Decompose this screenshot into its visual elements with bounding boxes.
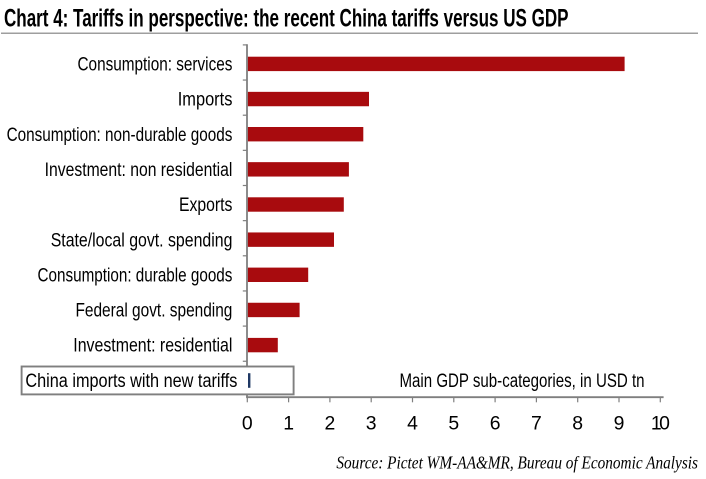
svg-text:Consumption: durable goods: Consumption: durable goods (38, 264, 233, 286)
svg-text:Investment: non residential: Investment: non residential (45, 158, 233, 180)
svg-text:Investment: residential: Investment: residential (73, 334, 232, 356)
svg-text:1: 1 (651, 413, 662, 435)
svg-text:0: 0 (242, 413, 253, 435)
svg-text:Main GDP sub-categories, in US: Main GDP sub-categories, in USD tn (400, 369, 645, 391)
svg-text:Chart 4: Tariffs in perspectiv: Chart 4: Tariffs in perspective: the rec… (4, 4, 569, 32)
svg-text:2: 2 (325, 413, 336, 435)
svg-text:Federal govt. spending: Federal govt. spending (75, 299, 232, 321)
svg-text:1: 1 (283, 413, 294, 435)
svg-text:Consumption: non-durable goods: Consumption: non-durable goods (7, 123, 233, 145)
svg-text:7: 7 (531, 413, 542, 435)
svg-text:5: 5 (448, 413, 459, 435)
svg-text:9: 9 (614, 413, 625, 435)
svg-text:State/local govt. spending: State/local govt. spending (51, 229, 233, 251)
svg-text:Exports: Exports (179, 194, 233, 216)
svg-text:China imports with new tariffs: China imports with new tariffs (25, 370, 237, 392)
svg-text:Consumption: services: Consumption: services (77, 53, 232, 75)
svg-text:Imports: Imports (178, 88, 233, 110)
svg-text:6: 6 (490, 413, 501, 435)
svg-text:Source: Pictet WM-AA&MR, Burea: Source: Pictet WM-AA&MR, Bureau of Econo… (336, 453, 698, 473)
svg-text:8: 8 (572, 413, 583, 435)
svg-text:3: 3 (366, 413, 377, 435)
svg-text:4: 4 (407, 413, 418, 435)
svg-text:0: 0 (659, 413, 670, 435)
